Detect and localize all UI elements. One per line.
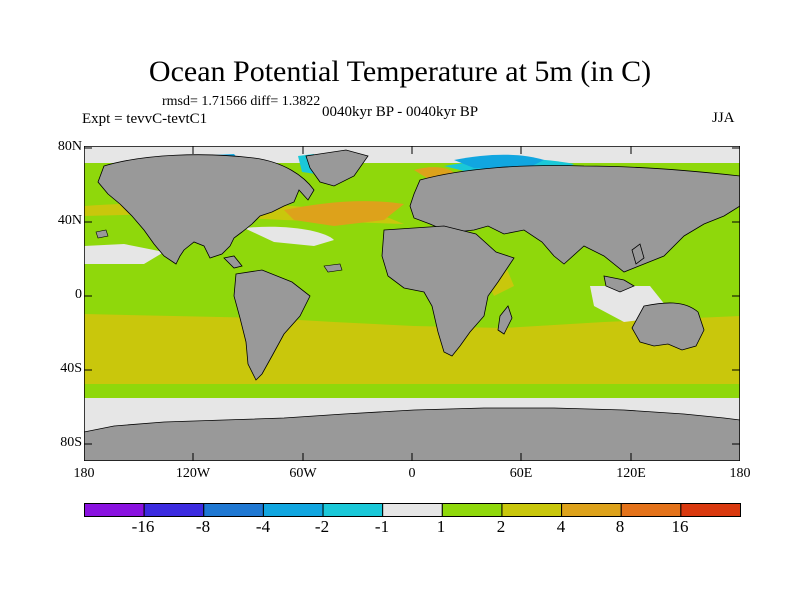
colorbar-box (382, 503, 443, 517)
axis-ticks (84, 146, 740, 461)
ytick-label: 80S (60, 435, 82, 450)
colorbar-boxes (84, 503, 741, 517)
colorbar-label: 1 (436, 517, 446, 536)
xtick-label: 120E (616, 466, 646, 481)
xtick-label: 120W (175, 466, 211, 481)
colorbar-box (441, 503, 503, 517)
xtick-label: 180 (729, 466, 751, 481)
xtick-label: 60E (509, 466, 533, 481)
colorbar-label: 8 (615, 517, 625, 536)
ytick-label: 40S (60, 361, 82, 376)
period-label: 0040kyr BP - 0040kyr BP (322, 104, 479, 120)
colorbar-label: -2 (314, 517, 330, 536)
season-label: JJA (712, 110, 735, 126)
colorbar-label: -16 (131, 517, 155, 536)
colorbar-box (322, 503, 384, 517)
colorbar-label: -4 (255, 517, 271, 536)
colorbar-box (680, 503, 741, 517)
land-masses (84, 149, 740, 461)
colorbar-box (561, 503, 622, 517)
colorbar (84, 503, 741, 517)
colorbar-box (262, 503, 324, 517)
ytick-label: 0 (75, 287, 82, 302)
xtick-label: 180 (73, 466, 95, 481)
colorbar-label: 16 (671, 517, 689, 536)
map-title: Ocean Potential Temperature at 5m (in C) (148, 55, 652, 88)
colorbar-label: -1 (374, 517, 390, 536)
world-map (84, 146, 740, 461)
xtick-label: 60W (289, 466, 317, 481)
colorbar-label: -8 (195, 517, 211, 536)
colorbar-box (501, 503, 563, 517)
colorbar-box (143, 503, 205, 517)
ytick-label: 40N (57, 213, 82, 228)
colorbar-box (84, 503, 145, 517)
colorbar-box (203, 503, 264, 517)
colorbar-label: 4 (556, 517, 566, 536)
ytick-label: 80N (57, 139, 82, 154)
experiment-label: Expt = tevvC-tevtC1 (82, 111, 208, 127)
xtick-label: 0 (408, 466, 416, 481)
colorbar-box (620, 503, 682, 517)
colorbar-label: 2 (496, 517, 506, 536)
stats-label: rmsd= 1.71566 diff= 1.3822 (162, 94, 321, 109)
